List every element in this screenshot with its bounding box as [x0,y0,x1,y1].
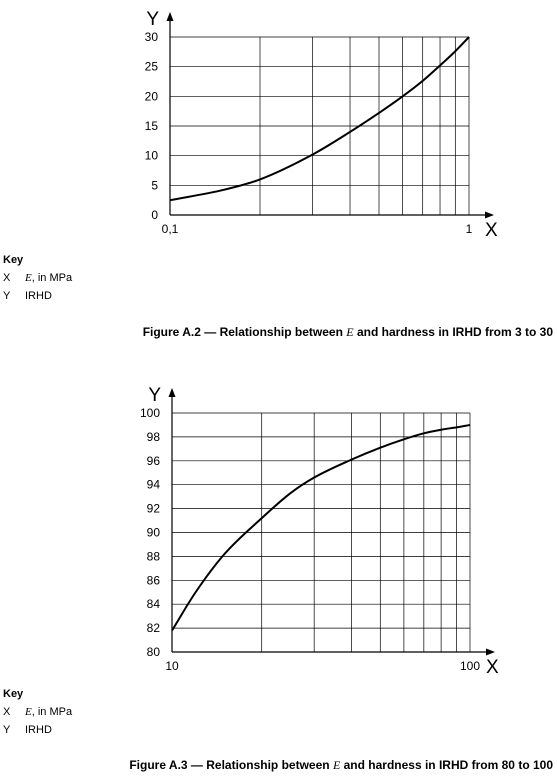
y-tick-label: 5 [151,178,158,192]
key-description-text: , in MPa [31,272,73,284]
y-tick-label: 82 [147,621,161,635]
x-axis-letter: X [486,657,499,678]
y-axis-letter: Y [146,9,159,30]
key-symbol: Y [3,724,11,736]
caption-prefix: Figure A.2 — Relationship between [142,325,347,339]
key-title: Key [3,254,24,266]
figure-caption-a3: Figure A.3 — Relationship between E and … [129,758,553,773]
y-tick-label: 90 [147,526,161,540]
chart-a2: Y X 0 5 10 15 20 25 30 0,1 1 [145,9,498,241]
key-description: IRHD [25,290,52,302]
x-axis-arrow [486,648,495,656]
key-variable: E [25,272,32,284]
figure-caption-a2: Figure A.2 — Relationship between E and … [143,325,553,340]
y-tick-label: 0 [151,208,158,222]
y-tick-label: 88 [147,549,161,563]
key-description: E, in MPa [25,269,72,287]
data-series-line [171,423,471,632]
y-tick-label: 98 [147,430,161,444]
caption-prefix: Figure A.3 — Relationship between [129,758,333,772]
y-axis-arrow [168,388,176,397]
caption-suffix: and hardness in IRHD from 80 to 100 [340,758,553,772]
key-description: IRHD [25,724,52,736]
key-row-x: X E, in MPa [3,269,72,287]
key-a2: Key X E, in MPa Y IRHD [3,251,72,305]
key-row-y: Y IRHD [3,721,72,739]
data-series-line [169,36,470,202]
key-description: E, in MPa [25,703,72,721]
key-title: Key [3,688,24,700]
x-tick-label: 100 [460,659,480,673]
y-axis-arrow [166,12,174,21]
y-tick-label: 30 [145,30,159,44]
y-tick-label: 15 [145,119,159,133]
key-description-text: , in MPa [31,706,73,718]
key-symbol: Y [3,290,11,302]
y-tick-label: 20 [145,89,159,103]
caption-variable: E [332,758,341,772]
y-tick-label: 84 [147,597,161,611]
key-row-x: X E, in MPa [3,703,72,721]
x-tick-label: 1 [466,222,473,236]
y-tick-label: 96 [147,454,161,468]
key-symbol: X [3,706,11,718]
y-tick-label: 100 [140,406,160,420]
y-tick-label: 10 [145,149,159,163]
caption-variable: E [346,325,354,339]
x-axis-arrow [485,211,494,219]
key-symbol: X [3,272,11,284]
x-tick-label: 0,1 [162,222,179,236]
key-a3: Key X E, in MPa Y IRHD [3,685,72,739]
chart-a3: Y X 80 82 84 86 88 90 92 94 96 98 100 10 100 [140,385,499,678]
y-tick-label: 94 [147,478,161,492]
x-tick-label: 10 [165,659,179,673]
x-axis-letter: X [485,220,498,241]
y-axis-letter: Y [148,385,161,406]
y-tick-label: 25 [145,60,159,74]
y-tick-label: 92 [147,502,161,516]
caption-suffix: and hardness in IRHD from 3 to 30 [353,325,553,339]
y-tick-label: 86 [147,573,161,587]
key-row-y: Y IRHD [3,287,72,305]
key-variable: E [25,706,32,718]
y-tick-label: 80 [147,645,161,659]
